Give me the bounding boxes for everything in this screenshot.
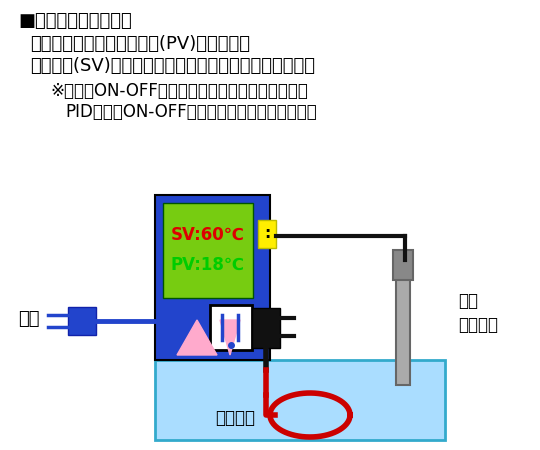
Bar <box>258 220 276 248</box>
Text: 温度センサーで現在の温度(PV)を感知し、: 温度センサーで現在の温度(PV)を感知し、 <box>30 35 250 53</box>
Text: ■温度調節器の仕組み: ■温度調節器の仕組み <box>18 12 132 30</box>
Text: ※電気のON-OFFの度合いを温度制御方式と呼び、: ※電気のON-OFFの度合いを温度制御方式と呼び、 <box>50 82 308 100</box>
Bar <box>210 305 252 350</box>
Bar <box>155 195 270 360</box>
Bar <box>68 307 96 335</box>
Text: 電源: 電源 <box>18 310 39 328</box>
Polygon shape <box>177 320 217 355</box>
Text: 設定温度(SV)に達するまでヒーターに電気を流します。: 設定温度(SV)に達するまでヒーターに電気を流します。 <box>30 57 315 75</box>
Bar <box>393 250 413 280</box>
Text: :: : <box>264 226 270 242</box>
Text: PID制御、ON-OFF制御などの方式があります。: PID制御、ON-OFF制御などの方式があります。 <box>65 103 317 121</box>
Bar <box>252 308 280 348</box>
Bar <box>155 360 445 440</box>
Bar <box>163 203 253 298</box>
Text: ヒーター: ヒーター <box>215 409 255 427</box>
Polygon shape <box>220 320 240 355</box>
Bar <box>396 255 410 385</box>
Text: PV:18℃: PV:18℃ <box>171 256 245 274</box>
Text: SV:60℃: SV:60℃ <box>171 226 245 244</box>
Text: 温度: 温度 <box>458 292 478 310</box>
Text: センサー: センサー <box>458 316 498 334</box>
